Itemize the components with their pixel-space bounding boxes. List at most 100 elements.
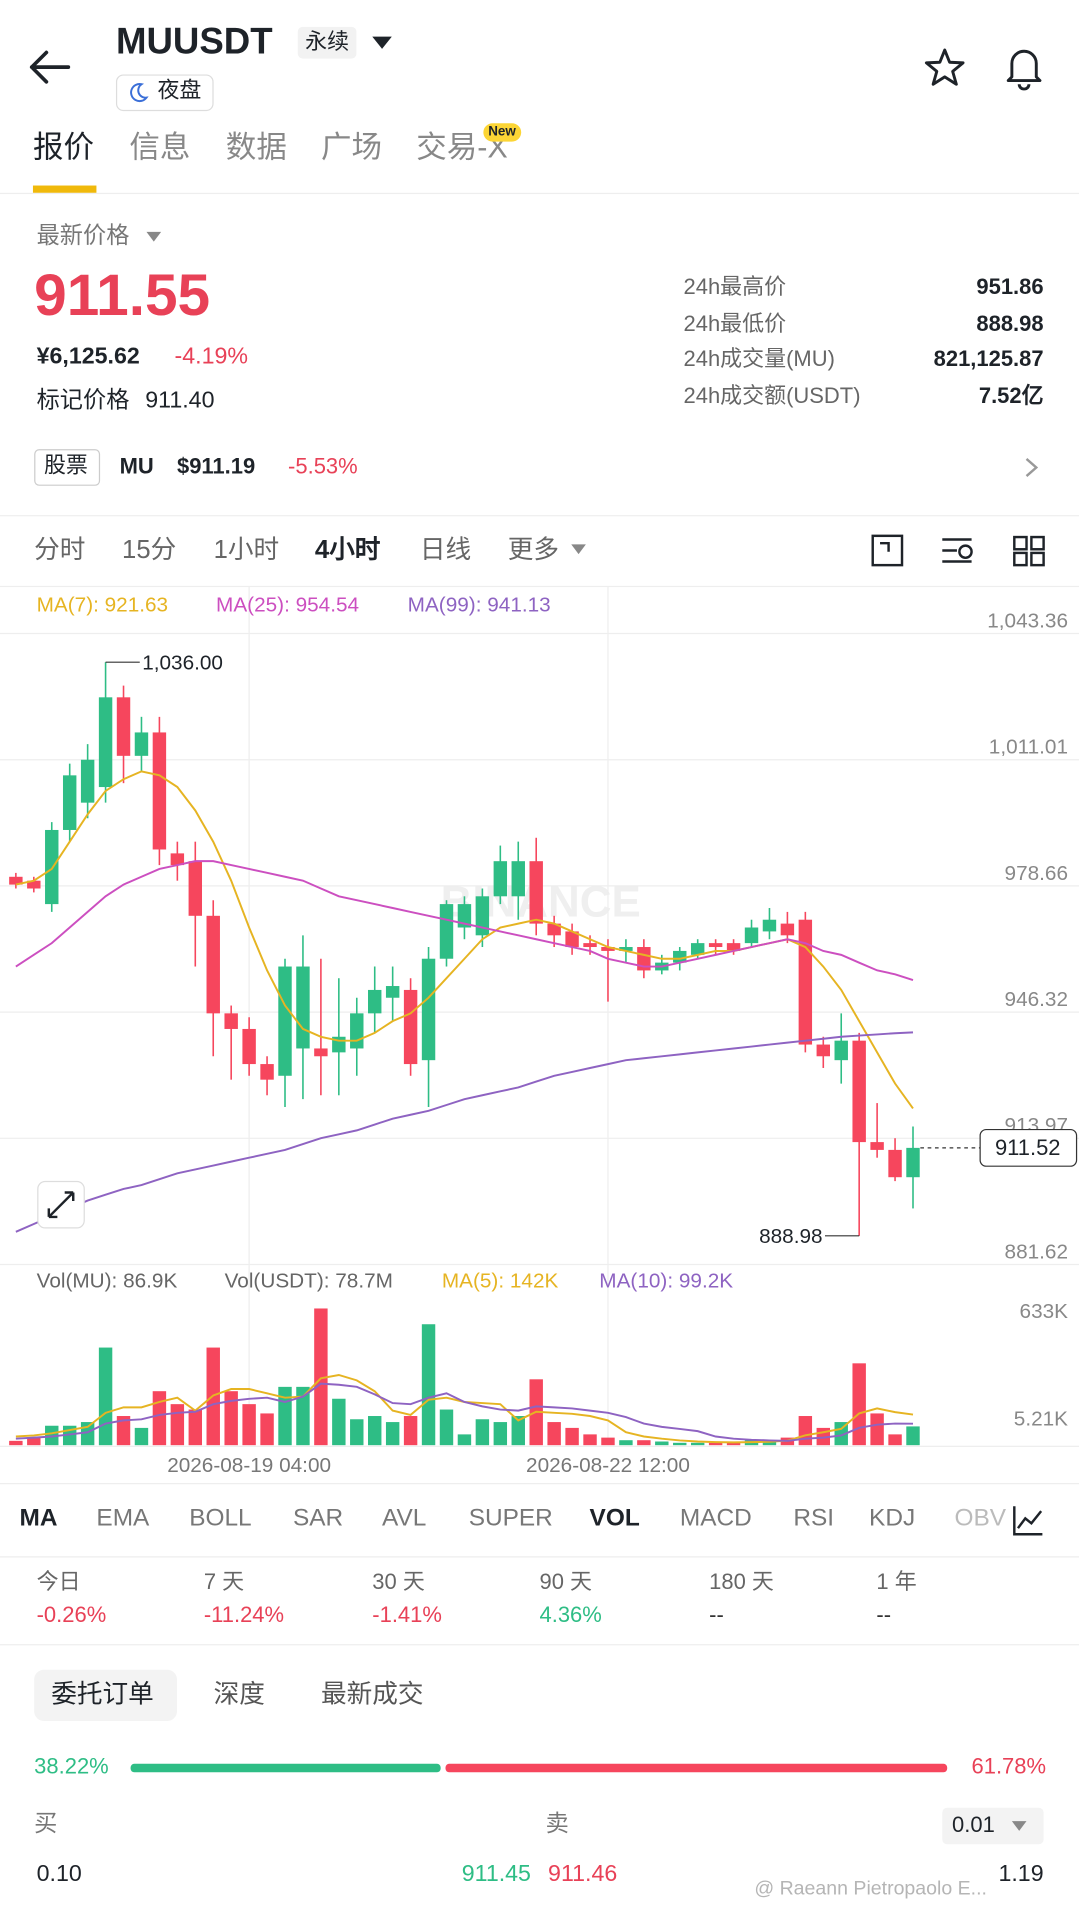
- new-badge: New: [483, 123, 521, 142]
- indicator-tab[interactable]: BOLL: [189, 1504, 252, 1532]
- price-change: -4.19%: [174, 344, 249, 370]
- volume-bar: [619, 1440, 633, 1446]
- candle-body: [601, 947, 615, 951]
- period-label: 1 年: [876, 1569, 917, 1595]
- interval-tab[interactable]: 1小时: [213, 535, 280, 564]
- volume-bar: [673, 1442, 687, 1446]
- buy-ratio-bar: [130, 1763, 441, 1773]
- volume-bar: [511, 1416, 525, 1446]
- orderbook-tab[interactable]: 委托订单: [51, 1680, 154, 1709]
- tab[interactable]: 报价: [32, 130, 95, 165]
- alert-button[interactable]: [1002, 44, 1046, 91]
- indicator-tab[interactable]: SAR: [292, 1504, 344, 1532]
- y-tick-label: 978.66: [1005, 862, 1068, 885]
- volume-bar: [170, 1404, 185, 1446]
- indicator-tab[interactable]: RSI: [793, 1504, 835, 1532]
- candle-body: [116, 697, 131, 756]
- high-label: 1,036.00: [142, 652, 223, 675]
- indicator-tab[interactable]: AVL: [382, 1504, 427, 1532]
- candle-body: [726, 943, 741, 951]
- volume-bar: [188, 1409, 203, 1446]
- volume-bar: [403, 1416, 418, 1446]
- volume-bar: [385, 1422, 400, 1446]
- indicator-tab[interactable]: SUPER: [468, 1504, 553, 1532]
- candle-body: [619, 947, 633, 951]
- interval-tab[interactable]: 日线: [419, 535, 472, 564]
- moon-icon: [130, 83, 149, 102]
- tab[interactable]: 数据: [225, 130, 287, 165]
- orderbook-tab[interactable]: 深度: [213, 1680, 265, 1709]
- indicator-tab[interactable]: EMA: [96, 1504, 150, 1532]
- divider: [0, 192, 1079, 195]
- tab[interactable]: 信息: [129, 130, 191, 165]
- ma-legend: MA(25): 954.54: [216, 593, 360, 617]
- volume-bar: [439, 1409, 454, 1446]
- y-tick-label: 946.32: [1005, 988, 1068, 1011]
- low-label: 888.98: [759, 1225, 822, 1248]
- volume-bar: [655, 1441, 669, 1446]
- volume-bar: [9, 1440, 23, 1446]
- interval-tab[interactable]: 更多: [507, 535, 560, 564]
- y-tick-label: 1,043.36: [987, 609, 1068, 632]
- favorite-button[interactable]: [923, 46, 967, 88]
- candle-body: [906, 1147, 920, 1178]
- candle-body: [278, 966, 292, 1076]
- dropdown-arrow[interactable]: [370, 34, 394, 51]
- period-change: -11.24%: [203, 1602, 285, 1628]
- chevron[interactable]: [1023, 457, 1040, 479]
- interval-tab[interactable]: 4小时: [314, 535, 381, 564]
- volume-bar: [870, 1413, 884, 1446]
- candle-body: [637, 947, 651, 971]
- stock-price: $911.19: [176, 454, 256, 479]
- tab[interactable]: 广场: [321, 130, 383, 165]
- precision-select[interactable]: [942, 1807, 1044, 1845]
- night-badge: [115, 74, 214, 112]
- x-tick-label: 2026-08-19 04:00: [167, 1454, 331, 1477]
- indicator-tab[interactable]: KDJ: [869, 1504, 916, 1532]
- stock-tag-box: [34, 449, 101, 486]
- candle-body: [780, 923, 795, 936]
- candle-body: [690, 943, 705, 955]
- mark-price-value: 911.40: [145, 388, 215, 414]
- candle-body: [798, 919, 813, 1045]
- fullscreen-button[interactable]: [37, 1180, 86, 1229]
- period-change: -0.26%: [36, 1602, 107, 1628]
- volume-bar: [314, 1308, 328, 1446]
- dropdown-arrow[interactable]: [1011, 1820, 1028, 1832]
- indicator-tab[interactable]: VOL: [589, 1504, 640, 1532]
- active-orderbook-tab: [34, 1669, 177, 1722]
- indicator-tab[interactable]: MACD: [679, 1504, 752, 1532]
- volume-bar: [98, 1347, 113, 1446]
- indicator-tab[interactable]: MA: [19, 1504, 58, 1532]
- interval-tab[interactable]: 分时: [34, 535, 86, 564]
- candle-body: [134, 732, 149, 756]
- chart-tools[interactable]: [869, 532, 1064, 569]
- dropdown-arrow[interactable]: [145, 231, 162, 243]
- mark-price-label: 标记价格: [36, 388, 130, 414]
- indicator-settings[interactable]: [1011, 1504, 1045, 1538]
- candle-body: [224, 1013, 238, 1029]
- candle-body: [98, 697, 113, 788]
- orderbook-tab[interactable]: 最新成交: [321, 1680, 424, 1709]
- volume-bar: [547, 1422, 561, 1446]
- back-button[interactable]: [27, 49, 76, 86]
- candle-body: [242, 1028, 256, 1065]
- candle-body: [350, 1013, 364, 1049]
- stat-label: 24h成交量(MU): [683, 346, 835, 372]
- period-label: 30 天: [372, 1569, 425, 1595]
- dropdown-arrow[interactable]: [570, 543, 587, 555]
- interval-tab[interactable]: 15分: [122, 535, 177, 564]
- volume-bar: [726, 1442, 741, 1446]
- candle-body: [852, 1040, 866, 1143]
- candle-body: [673, 950, 687, 963]
- divider: [0, 1644, 1079, 1646]
- user-watermark: @ Raeann Pietropaolo E...: [754, 1878, 987, 1900]
- volume-bar: [493, 1422, 508, 1446]
- volume-tick-label: 5.21K: [1014, 1408, 1068, 1431]
- volume-bar: [690, 1442, 705, 1446]
- period-change: --: [876, 1602, 892, 1628]
- candle-body: [260, 1064, 274, 1080]
- volume-bar: [27, 1437, 41, 1446]
- indicator-tab[interactable]: OBV: [954, 1504, 1007, 1532]
- precision[interactable]: 0.01: [952, 1812, 995, 1837]
